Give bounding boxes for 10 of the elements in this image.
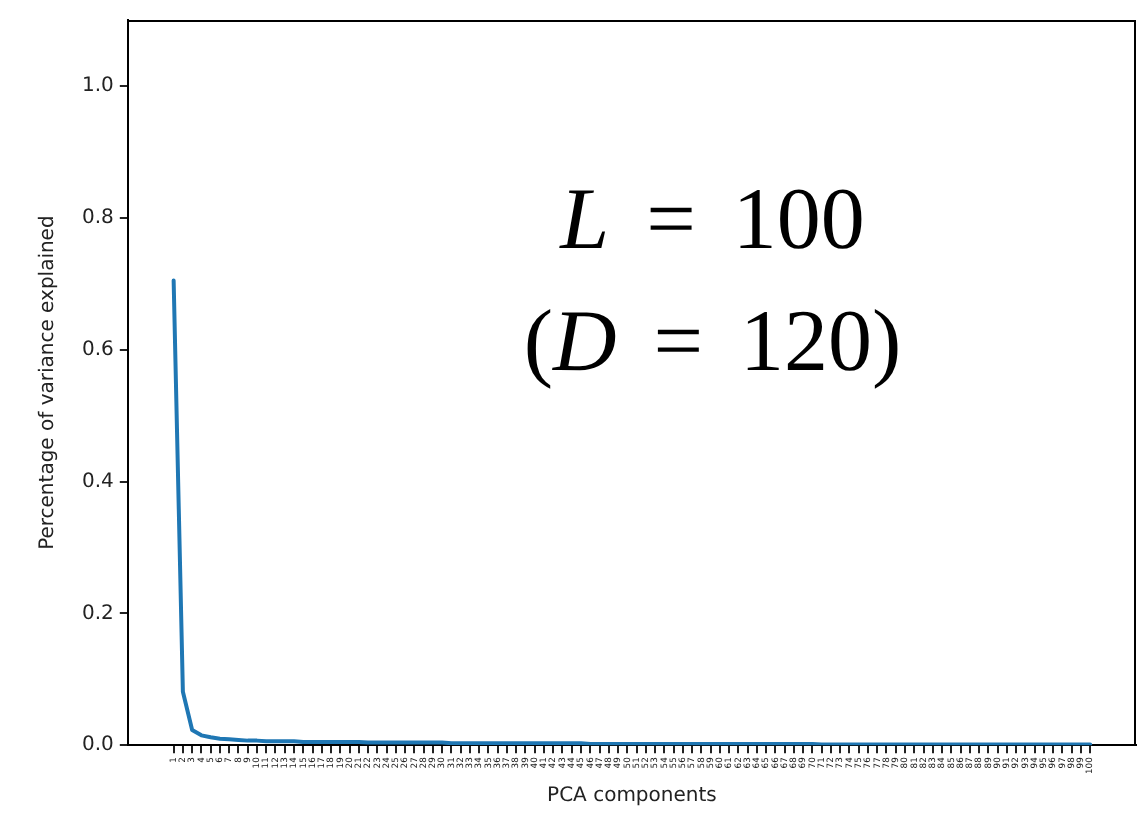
y-tick-label: 0.6	[81, 338, 114, 361]
y-tick-label: 1.0	[81, 75, 114, 98]
y-tick-label: 0.2	[81, 602, 114, 625]
annotation: L = 100	[558, 170, 865, 269]
y-axis-title: Percentage of variance explained	[37, 215, 60, 550]
annotation: (D = 120)	[523, 292, 902, 391]
y-tick-label: 0.0	[81, 734, 114, 757]
x-axis-title: PCA components	[547, 785, 717, 808]
y-tick-label: 0.4	[81, 470, 114, 493]
y-tick-label: 0.8	[81, 206, 114, 229]
